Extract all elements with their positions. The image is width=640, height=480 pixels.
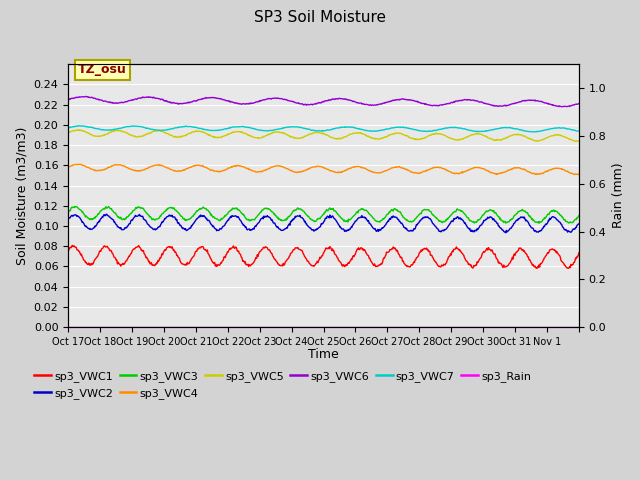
sp3_VWC5 [64, 130, 72, 136]
sp3_VWC3 [535, 220, 543, 226]
sp3_VWC3 [244, 216, 252, 222]
sp3_VWC1 [264, 245, 271, 251]
sp3_VWC7 [64, 125, 72, 131]
sp3_VWC2 [219, 224, 227, 229]
sp3_VWC4 [377, 170, 385, 176]
Line: sp3_VWC6: sp3_VWC6 [68, 96, 579, 107]
sp3_VWC1 [64, 248, 72, 253]
sp3_VWC6 [377, 101, 385, 107]
sp3_VWC7 [377, 127, 385, 133]
Line: sp3_VWC4: sp3_VWC4 [68, 164, 579, 175]
sp3_Rain [404, 324, 412, 330]
sp3_VWC1 [219, 258, 227, 264]
sp3_Rain [243, 324, 251, 330]
sp3_Rain [575, 324, 583, 330]
sp3_VWC3 [405, 219, 413, 225]
sp3_VWC1 [125, 253, 132, 259]
sp3_VWC1 [377, 262, 385, 267]
sp3_VWC3 [377, 218, 385, 224]
sp3_VWC7 [264, 128, 271, 134]
sp3_VWC2 [125, 221, 132, 227]
sp3_Rain [376, 324, 383, 330]
sp3_VWC6 [125, 98, 132, 104]
sp3_VWC6 [219, 97, 227, 103]
sp3_VWC5 [405, 134, 413, 140]
sp3_VWC5 [125, 131, 132, 137]
sp3_VWC6 [83, 94, 90, 99]
sp3_VWC4 [264, 167, 271, 172]
sp3_VWC5 [219, 133, 227, 139]
sp3_Rain [263, 324, 271, 330]
sp3_VWC3 [64, 208, 72, 214]
X-axis label: Time: Time [308, 348, 339, 361]
sp3_VWC3 [575, 213, 583, 218]
sp3_VWC6 [244, 101, 252, 107]
sp3_VWC2 [575, 221, 583, 227]
sp3_VWC2 [405, 228, 413, 234]
sp3_VWC1 [68, 242, 76, 248]
Line: sp3_VWC2: sp3_VWC2 [68, 214, 579, 233]
Y-axis label: Soil Moisture (m3/m3): Soil Moisture (m3/m3) [15, 127, 28, 265]
sp3_VWC6 [405, 97, 413, 103]
Text: TZ_osu: TZ_osu [78, 63, 127, 76]
sp3_VWC5 [74, 127, 82, 132]
sp3_VWC2 [377, 228, 385, 233]
sp3_Rain [124, 324, 132, 330]
Y-axis label: Rain (mm): Rain (mm) [612, 163, 625, 228]
sp3_VWC3 [125, 213, 132, 218]
sp3_VWC2 [264, 213, 271, 218]
sp3_VWC7 [125, 124, 132, 130]
sp3_VWC4 [405, 168, 413, 174]
sp3_Rain [218, 324, 226, 330]
sp3_VWC5 [575, 138, 582, 144]
sp3_VWC2 [244, 227, 252, 232]
sp3_VWC4 [575, 172, 582, 178]
Line: sp3_VWC5: sp3_VWC5 [68, 130, 579, 141]
sp3_VWC3 [219, 216, 227, 221]
sp3_VWC4 [77, 161, 84, 167]
sp3_VWC6 [575, 101, 583, 107]
sp3_VWC1 [575, 250, 583, 255]
sp3_VWC1 [564, 265, 572, 271]
sp3_VWC6 [558, 104, 566, 109]
sp3_VWC5 [377, 135, 385, 141]
sp3_VWC6 [264, 96, 271, 102]
sp3_VWC2 [502, 230, 509, 236]
sp3_VWC4 [64, 164, 72, 170]
sp3_VWC6 [64, 97, 72, 103]
sp3_VWC7 [575, 128, 583, 134]
sp3_VWC5 [264, 132, 271, 138]
Legend: sp3_VWC1, sp3_VWC2, sp3_VWC3, sp3_VWC4, sp3_VWC5, sp3_VWC6, sp3_VWC7, sp3_Rain: sp3_VWC1, sp3_VWC2, sp3_VWC3, sp3_VWC4, … [29, 367, 536, 403]
Line: sp3_VWC3: sp3_VWC3 [68, 206, 579, 223]
sp3_VWC2 [64, 217, 72, 223]
sp3_VWC4 [575, 171, 583, 177]
sp3_VWC3 [105, 204, 113, 209]
Line: sp3_VWC7: sp3_VWC7 [68, 126, 579, 132]
sp3_VWC5 [244, 132, 252, 138]
sp3_VWC1 [405, 264, 413, 269]
sp3_VWC2 [103, 211, 111, 217]
sp3_VWC4 [219, 168, 227, 173]
Line: sp3_VWC1: sp3_VWC1 [68, 245, 579, 268]
sp3_VWC3 [264, 205, 271, 211]
sp3_VWC1 [244, 261, 252, 267]
sp3_VWC5 [575, 138, 583, 144]
sp3_VWC4 [244, 166, 252, 171]
sp3_VWC7 [244, 125, 252, 131]
sp3_Rain [64, 324, 72, 330]
sp3_VWC4 [125, 166, 132, 171]
sp3_VWC7 [219, 127, 227, 132]
sp3_VWC7 [405, 126, 413, 132]
sp3_VWC7 [76, 123, 83, 129]
sp3_VWC7 [530, 129, 538, 135]
Text: SP3 Soil Moisture: SP3 Soil Moisture [254, 10, 386, 24]
